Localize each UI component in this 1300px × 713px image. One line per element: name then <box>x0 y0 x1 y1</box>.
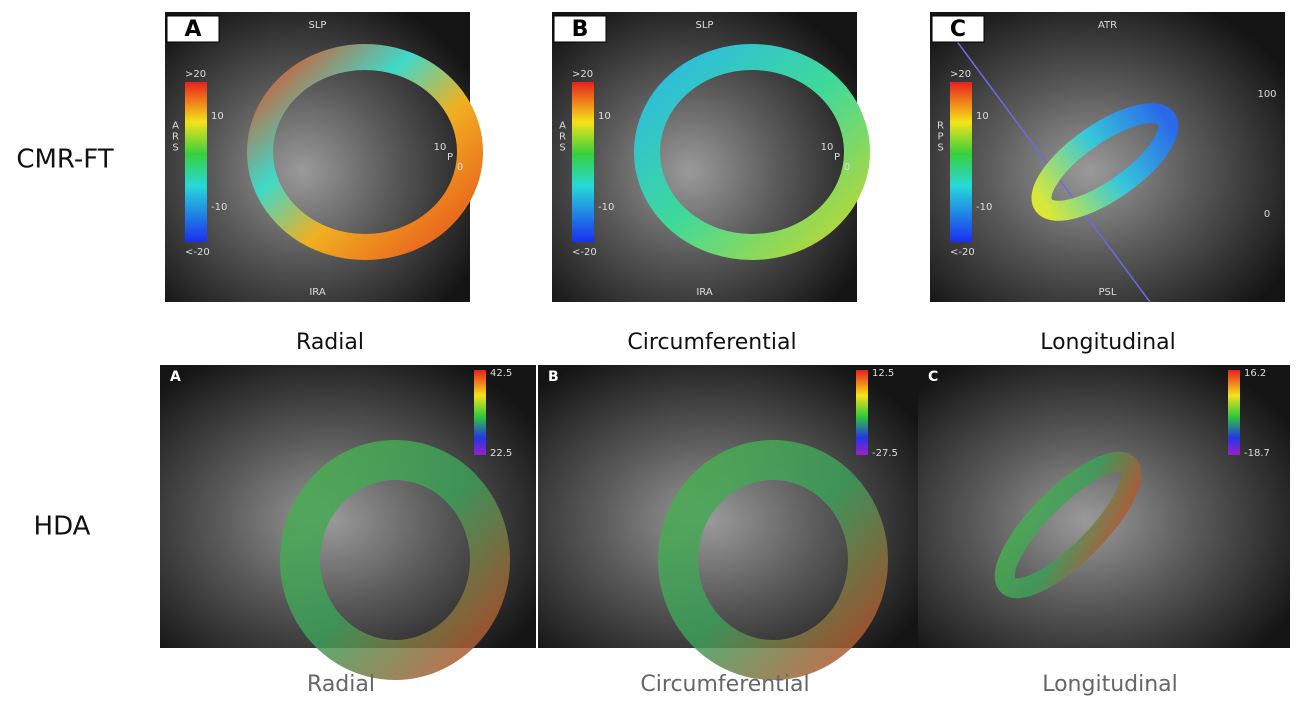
orientation-label: SLP <box>309 20 327 31</box>
scale-max: 12.5 <box>872 368 894 379</box>
mri-image <box>930 12 1285 302</box>
caption: Longitudinal <box>1042 672 1178 697</box>
orientation-label: IRA <box>309 287 325 298</box>
scale-label: -10 <box>598 202 614 213</box>
row-label: HDA <box>34 512 91 542</box>
panel-letter: C <box>950 17 966 42</box>
hda-panel: C 16.2 -18.7 <box>918 365 1290 648</box>
side-label: 10 <box>821 142 834 153</box>
scale-label: >20 <box>185 69 206 80</box>
strain-ring <box>634 44 870 260</box>
row-label: CMR-FT <box>16 145 113 175</box>
scale-label: -10 <box>211 202 227 213</box>
orientation-label: IRA <box>696 287 712 298</box>
strain-ring <box>1031 103 1179 221</box>
color-bar <box>950 82 972 242</box>
scale-label: <-20 <box>185 247 210 258</box>
panel-letter: A <box>170 369 181 385</box>
side-label: 10 <box>434 142 447 153</box>
scale-label: 10 <box>211 111 224 122</box>
scale-min: -27.5 <box>872 448 898 459</box>
scale-title: RPS <box>935 121 946 154</box>
scale-label: >20 <box>572 69 593 80</box>
color-bar <box>185 82 207 242</box>
scale-label: >20 <box>950 69 971 80</box>
panel-letter-box <box>553 15 607 43</box>
color-bar <box>572 82 594 242</box>
color-bar <box>1228 370 1240 455</box>
strain-ring <box>247 44 483 260</box>
strain-ring <box>658 440 888 680</box>
scale-min: 22.5 <box>490 448 512 459</box>
orientation-label: SLP <box>696 20 714 31</box>
caption: Circumferential <box>627 330 796 355</box>
strain-ring <box>280 440 510 680</box>
panel-letter: B <box>572 17 589 42</box>
scale-title: ARS <box>170 121 181 154</box>
scale-max: 16.2 <box>1244 368 1266 379</box>
scale-label: 10 <box>976 111 989 122</box>
scale-label: <-20 <box>572 247 597 258</box>
orientation-label: ATR <box>1098 20 1117 31</box>
caption: Radial <box>307 672 375 697</box>
hda-panel: A 42.5 22.5 <box>160 365 536 680</box>
scale-max: 42.5 <box>490 368 512 379</box>
panel-letter-box <box>931 15 985 43</box>
caption: Longitudinal <box>1040 330 1176 355</box>
color-bar <box>474 370 486 455</box>
caption: Circumferential <box>640 672 809 697</box>
scale-label: 10 <box>598 111 611 122</box>
side-label: 0 <box>457 162 463 173</box>
orientation-label: PSL <box>1099 287 1117 298</box>
hda-panel: B 12.5 -27.5 <box>538 365 918 680</box>
strain-ring <box>994 451 1142 599</box>
scale-label: -10 <box>976 202 992 213</box>
scale-title: ARS <box>557 121 568 154</box>
panel-letter-box <box>166 15 220 43</box>
side-label: 0 <box>844 162 850 173</box>
panel-letter: A <box>184 17 201 42</box>
color-bar <box>856 370 868 455</box>
side-label: 100 <box>1257 89 1276 100</box>
panel-letter: B <box>548 369 559 385</box>
cmr-panel: C ATR PSL RPS >20 10 -10 <-20 100 0 <box>930 12 1285 303</box>
scale-min: -18.7 <box>1244 448 1270 459</box>
caption: Radial <box>296 330 364 355</box>
scale-label: <-20 <box>950 247 975 258</box>
side-label: P <box>834 152 840 163</box>
side-label: 0 <box>1264 209 1270 220</box>
side-label: P <box>447 152 453 163</box>
panel-letter: C <box>928 369 938 385</box>
